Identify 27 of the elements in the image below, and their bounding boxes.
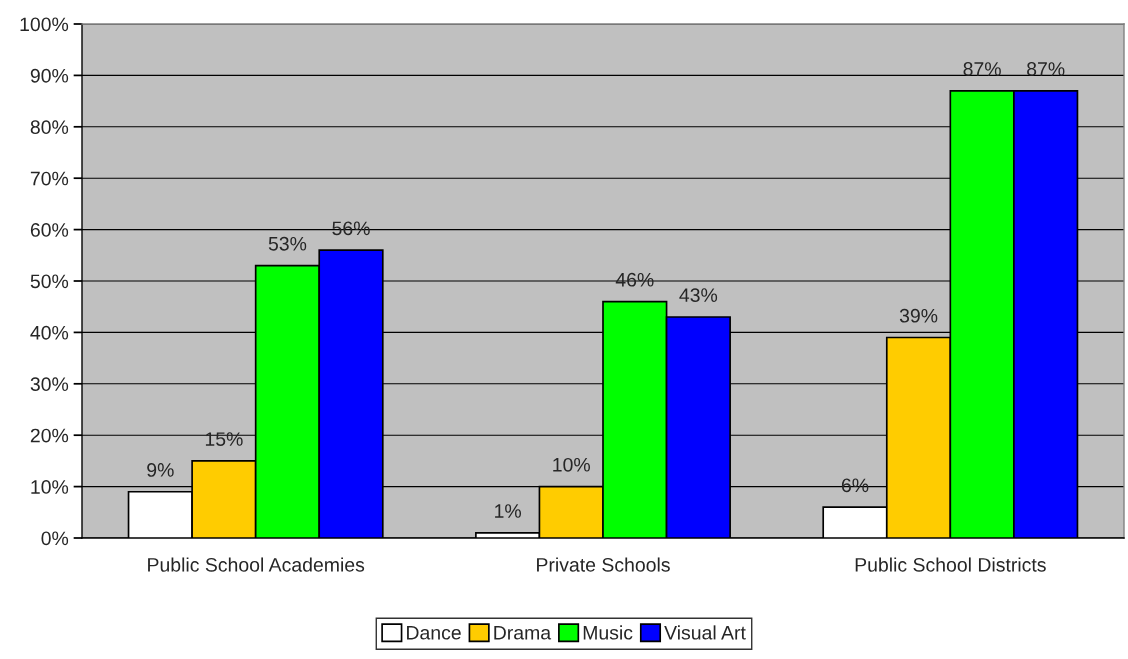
y-tick-label: 50%	[30, 274, 69, 289]
legend-label: Drama	[494, 626, 552, 640]
data-label: 39%	[899, 308, 938, 323]
data-label: 87%	[1027, 62, 1065, 76]
data-label: 9%	[147, 463, 174, 477]
y-tick-label: 70%	[30, 171, 69, 186]
x-tick-label: Private Schools	[537, 557, 670, 572]
x-tick-label: Public School Academies	[148, 557, 365, 572]
y-tick-label: 100%	[20, 17, 69, 32]
data-label: 87%	[963, 62, 1001, 76]
legend-label: Dance	[407, 626, 461, 640]
x-tick-label: Public School Districts	[855, 557, 1046, 572]
y-tick-label: 60%	[30, 223, 69, 237]
y-tick-label: 0%	[41, 531, 69, 546]
data-label: 53%	[268, 236, 307, 251]
legend-label: Music	[583, 625, 633, 640]
legend-label: Visual Art	[664, 625, 746, 640]
data-label: 43%	[679, 288, 718, 303]
data-label: 10%	[553, 457, 590, 472]
y-tick-label: 80%	[30, 120, 69, 135]
data-label: 1%	[495, 504, 522, 518]
y-tick-label: 90%	[30, 68, 69, 83]
y-tick-label: 20%	[30, 428, 69, 443]
data-label: 15%	[205, 432, 243, 446]
y-tick-label: 40%	[30, 325, 69, 340]
y-tick-label: 10%	[31, 480, 69, 494]
y-tick-label: 30%	[30, 377, 69, 392]
